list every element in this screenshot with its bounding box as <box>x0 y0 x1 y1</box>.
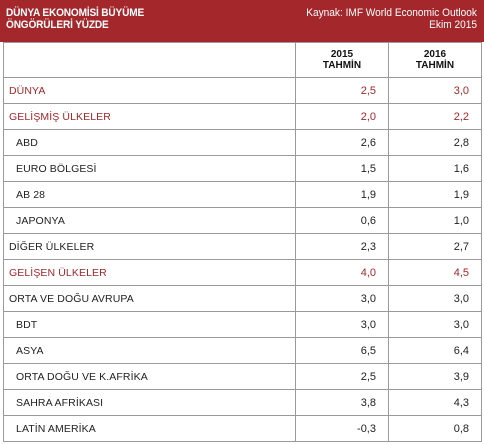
row-value-2016: 1,0 <box>388 207 482 234</box>
row-label: GELİŞMİŞ ÜLKELER <box>3 103 296 130</box>
table-title-line1: DÜNYA EKONOMİSİ BÜYÜME <box>6 7 145 19</box>
table-row: BDT 3,0 3,0 <box>3 311 482 338</box>
row-value-2015: 2,6 <box>295 129 389 156</box>
row-label: ABD <box>3 129 296 156</box>
row-value-2015: 1,5 <box>295 155 389 182</box>
row-value-2016: 4,5 <box>388 259 482 286</box>
source-line2: Ekim 2015 <box>429 19 477 31</box>
row-value-2015: 1,9 <box>295 181 389 208</box>
source-line1: Kaynak: IMF World Economic Outlook <box>306 7 477 19</box>
table-body: DÜNYA 2,5 3,0 GELİŞMİŞ ÜLKELER 2,0 2,2 ABD 2,6 2… <box>3 77 482 442</box>
row-value-2015: 2,0 <box>295 103 389 130</box>
column-header-2016: 2016 TAHMİN <box>388 42 482 78</box>
row-value-2015: 0,6 <box>295 207 389 234</box>
table-row: ORTA DOĞU VE K.AFRİKA 2,5 3,9 <box>3 363 482 390</box>
column-header-2015-year: 2015 <box>330 49 354 60</box>
table-row: ABD 2,6 2,8 <box>3 129 482 156</box>
row-value-2016: 3,0 <box>388 311 482 338</box>
row-value-2016: 2,8 <box>388 129 482 156</box>
row-value-2015: 2,3 <box>295 233 389 260</box>
row-value-2016: 1,6 <box>388 155 482 182</box>
table-row: ASYA 6,5 6,4 <box>3 337 482 364</box>
table-row: SAHRA AFRİKASI 3,8 4,3 <box>3 389 482 416</box>
table-row: ORTA VE DOĞU AVRUPA 3,0 3,0 <box>3 285 482 312</box>
row-label: ASYA <box>3 337 296 364</box>
row-label: EURO BÖLGESİ <box>3 155 296 182</box>
row-label: SAHRA AFRİKASI <box>3 389 296 416</box>
row-value-2015: 6,5 <box>295 337 389 364</box>
row-label: ORTA VE DOĞU AVRUPA <box>3 285 296 312</box>
row-label: GELİŞEN ÜLKELER <box>3 259 296 286</box>
source-note: Kaynak: IMF World Economic Outlook Ekim … <box>265 7 477 31</box>
row-value-2016: 2,2 <box>388 103 482 130</box>
row-value-2015: 3,0 <box>295 285 389 312</box>
forecast-table: 2015 TAHMİN 2016 TAHMİN DÜNYA 2,5 3,0 GELİŞ… <box>3 42 482 442</box>
column-header-2015: 2015 TAHMİN <box>295 42 389 78</box>
row-value-2016: 4,3 <box>388 389 482 416</box>
table-row: GELİŞMİŞ ÜLKELER 2,0 2,2 <box>3 103 482 130</box>
row-value-2016: 3,0 <box>388 285 482 312</box>
table-title-line2: ÖNGÖRÜLERİ YÜZDE <box>6 19 109 31</box>
row-value-2016: 6,4 <box>388 337 482 364</box>
row-label: DÜNYA <box>3 77 296 104</box>
column-header-2016-year: 2016 <box>423 49 447 60</box>
row-label: AB 28 <box>3 181 296 208</box>
row-value-2015: -0,3 <box>295 415 389 442</box>
row-value-2015: 4,0 <box>295 259 389 286</box>
table-row: EURO BÖLGESİ 1,5 1,6 <box>3 155 482 182</box>
row-value-2015: 3,8 <box>295 389 389 416</box>
row-value-2016: 2,7 <box>388 233 482 260</box>
row-value-2015: 3,0 <box>295 311 389 338</box>
table-row: JAPONYA 0,6 1,0 <box>3 207 482 234</box>
row-value-2016: 3,9 <box>388 363 482 390</box>
row-label: BDT <box>3 311 296 338</box>
row-value-2015: 2,5 <box>295 363 389 390</box>
row-value-2016: 0,8 <box>388 415 482 442</box>
column-header-2015-note: TAHMİN <box>322 60 362 71</box>
table-row: AB 28 1,9 1,9 <box>3 181 482 208</box>
row-label: ORTA DOĞU VE K.AFRİKA <box>3 363 296 390</box>
table-row: LATİN AMERİKA -0,3 0,8 <box>3 415 482 442</box>
table-title: DÜNYA EKONOMİSİ BÜYÜME ÖNGÖRÜLERİ YÜZDE <box>6 7 190 31</box>
row-label: DİĞER ÜLKELER <box>3 233 296 260</box>
table-header-banner: DÜNYA EKONOMİSİ BÜYÜME ÖNGÖRÜLERİ YÜZDE … <box>0 0 484 42</box>
row-value-2016: 3,0 <box>388 77 482 104</box>
table-row: GELİŞEN ÜLKELER 4,0 4,5 <box>3 259 482 286</box>
table-row: DÜNYA 2,5 3,0 <box>3 77 482 104</box>
row-label: JAPONYA <box>3 207 296 234</box>
column-header-row: 2015 TAHMİN 2016 TAHMİN <box>3 42 482 78</box>
row-value-2015: 2,5 <box>295 77 389 104</box>
row-label: LATİN AMERİKA <box>3 415 296 442</box>
column-header-region <box>3 42 296 78</box>
table-row: DİĞER ÜLKELER 2,3 2,7 <box>3 233 482 260</box>
column-header-2016-note: TAHMİN <box>415 60 455 71</box>
row-value-2016: 1,9 <box>388 181 482 208</box>
